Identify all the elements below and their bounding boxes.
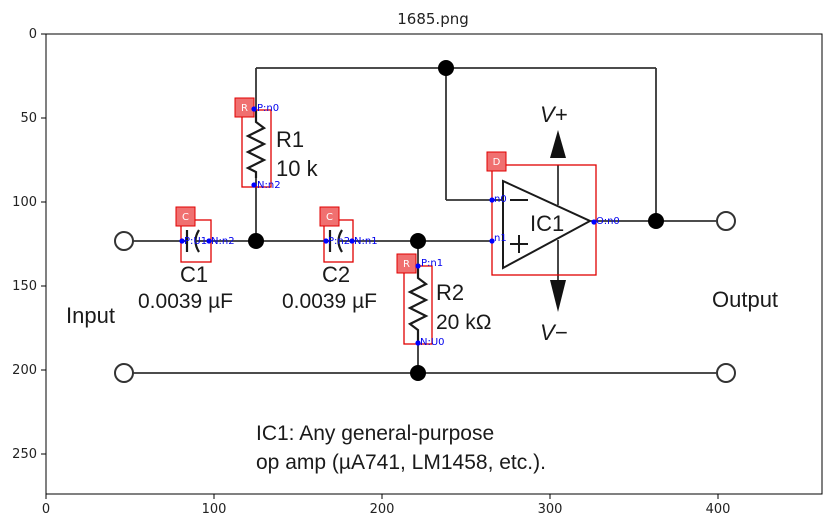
pin-dot (349, 238, 355, 244)
y-tick-label: 200 (12, 363, 37, 378)
output-terminal (716, 211, 736, 231)
junction-dot (248, 233, 264, 249)
pin-label-ic1-out: O:n0 (596, 216, 620, 227)
x-axis: 0 100 200 300 400 (42, 494, 731, 517)
pin-label-r2-top: P:n1 (421, 258, 443, 269)
vminus-label: V− (540, 320, 568, 345)
resistor-r2 (407, 266, 429, 342)
r1-name: R1 (276, 127, 304, 152)
label-box-c2 (319, 206, 340, 227)
r2-name: R2 (436, 280, 464, 305)
junction-dot (410, 365, 426, 381)
pin-dot (489, 197, 495, 203)
pin-label-r1-bottom: N:n2 (257, 180, 281, 191)
junction-dot (438, 60, 454, 76)
y-axis: 0 50 100 150 200 250 (12, 27, 46, 462)
x-tick-label: 0 (42, 502, 50, 517)
bbox-r1 (241, 109, 272, 188)
output-label: Output (712, 287, 778, 312)
label-box-r2 (396, 253, 417, 274)
label-letter-r2: R (403, 259, 410, 270)
ic1-note-line1: IC1: Any general-purpose (256, 422, 494, 445)
pin-dot (251, 182, 257, 188)
pin-label-c1-left: P:U1 (184, 236, 207, 247)
y-tick-label: 250 (12, 447, 37, 462)
x-tick-label: 400 (706, 502, 731, 517)
c1-value: 0.0039 µF (138, 290, 233, 313)
pin-dot (415, 263, 421, 269)
pin-label-r1-top: P:n0 (257, 103, 279, 114)
vminus-arrow-icon (550, 280, 566, 312)
junction-dot (410, 233, 426, 249)
input-label: Input (66, 303, 115, 328)
pin-label-c2-right: N:n1 (354, 236, 378, 247)
pin-dot (415, 340, 421, 346)
pin-dot (323, 238, 329, 244)
ic1-label: IC1 (530, 211, 564, 236)
c2-name: C2 (322, 262, 350, 287)
x-tick-label: 300 (538, 502, 563, 517)
pin-dot (591, 219, 597, 225)
y-tick-label: 50 (20, 111, 37, 126)
c2-value: 0.0039 µF (282, 290, 377, 313)
r1-value: 10 k (276, 156, 319, 181)
label-letter-r1: R (241, 103, 248, 114)
pin-label-r2-bottom: N:U0 (420, 337, 445, 348)
op-amp-ic1 (502, 179, 593, 270)
bbox-ic1 (491, 164, 597, 276)
resistor-r1 (245, 110, 267, 178)
y-tick-label: 0 (29, 27, 37, 42)
pin-label-ic1-plus: n1 (494, 233, 507, 244)
schematic: R1 10 k C1 0.0039 µF C2 0.0039 µF R2 20 … (66, 60, 778, 474)
x-tick-label: 200 (370, 502, 395, 517)
pin-dot (206, 238, 212, 244)
junction-dot (648, 213, 664, 229)
pin-label-c2-left: P:n2 (328, 236, 350, 247)
pin-dot (251, 106, 257, 112)
r2-value: 20 kΩ (436, 311, 491, 334)
pin-label-ic1-minus: n0 (494, 194, 507, 205)
pin-label-c1-right: N:n2 (211, 236, 235, 247)
pin-dot (179, 238, 185, 244)
vplus-label: V+ (540, 102, 568, 127)
label-letter-c2: C (326, 212, 333, 223)
ic1-note-line2: op amp (µA741, LM1458, etc.). (256, 451, 546, 474)
vplus-arrow-icon (550, 130, 566, 158)
annotation-overlay: R P:n0 N:n2 C P:U1 N:n2 C P:n2 N:n1 R P:… (175, 97, 620, 348)
pin-dot (489, 238, 495, 244)
y-tick-label: 150 (12, 279, 37, 294)
figure-title: 1685.png (397, 10, 469, 28)
label-box-ic1 (486, 151, 507, 172)
axes-frame (45, 33, 823, 495)
output-ground-terminal (716, 363, 736, 383)
label-letter-c1: C (182, 212, 189, 223)
input-ground-terminal (114, 363, 134, 383)
x-tick-label: 100 (202, 502, 227, 517)
y-tick-label: 100 (12, 195, 37, 210)
input-terminal (114, 231, 134, 251)
label-box-c1 (175, 206, 196, 227)
label-letter-ic1: D (493, 157, 501, 168)
c1-name: C1 (180, 262, 208, 287)
